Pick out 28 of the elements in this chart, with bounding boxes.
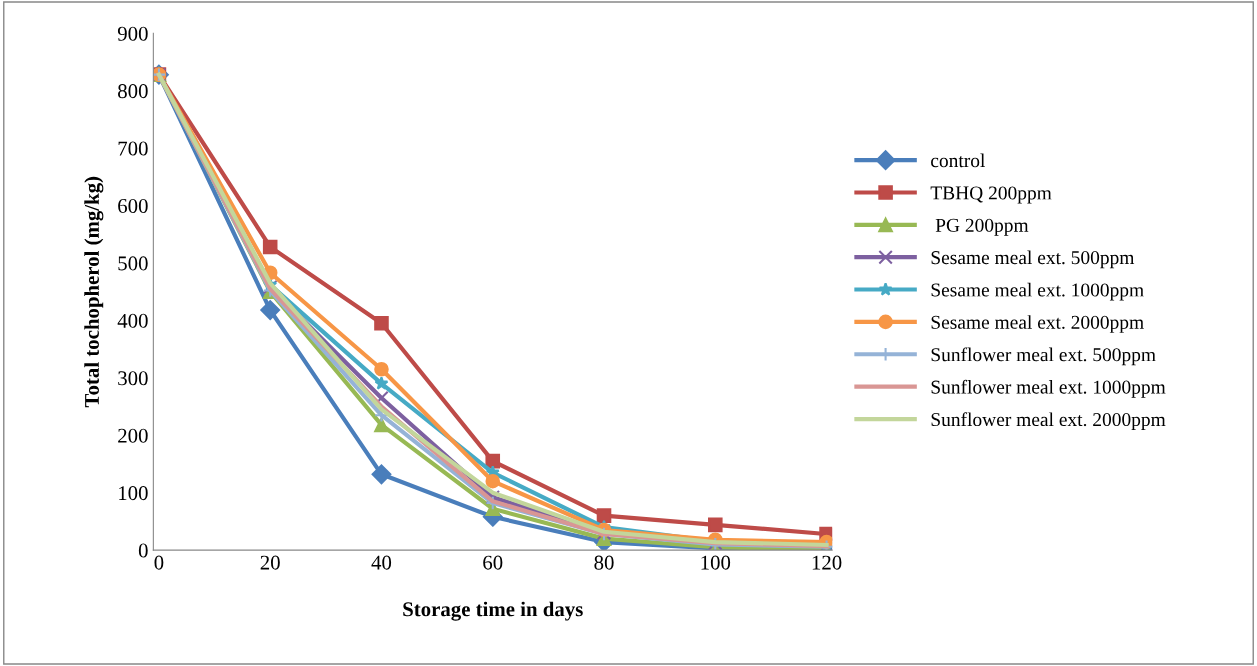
legend-label: Sesame meal ext. 1000ppm <box>931 282 1144 301</box>
y-tick-label: 600 <box>118 198 148 214</box>
x-tick-label: 40 <box>371 555 392 570</box>
y-tick-label: 500 <box>118 256 148 271</box>
legend-label: PG 200ppm <box>935 218 1029 236</box>
x-tick-label: 20 <box>260 555 280 570</box>
x-tick-label: 100 <box>701 555 731 570</box>
y-tick-label: 700 <box>118 141 148 156</box>
x-axis-title: Storage time in days <box>403 601 583 621</box>
legend-label: Sunflower meal ext. 2000ppm <box>931 412 1166 431</box>
x-tick-label: 120 <box>812 555 842 570</box>
legend-label: control <box>931 153 985 168</box>
x-tick-label: 80 <box>594 555 614 570</box>
y-tick-label: 900 <box>117 26 148 41</box>
legend-label: TBHQ 200ppm <box>930 186 1052 204</box>
y-tick-label: 100 <box>119 486 148 501</box>
y-tick-label: 300 <box>118 371 148 386</box>
x-tick-label: 60 <box>483 555 503 570</box>
y-tick-label: 800 <box>118 84 148 99</box>
y-tick-label: 400 <box>117 313 148 328</box>
legend-label: Sesame meal ext. 500ppm <box>931 250 1135 269</box>
y-tick-label: 200 <box>118 428 148 443</box>
legend-label: Sunflower meal ext. 500ppm <box>931 347 1156 366</box>
y-axis-title: Total tochopherol (mg/kg) <box>84 176 104 408</box>
y-tick-label: 0 <box>138 543 148 558</box>
legend-label: Sunflower meal ext. 1000ppm <box>931 379 1166 398</box>
x-tick-label: 0 <box>154 555 164 570</box>
legend-label: Sesame meal ext. 2000ppm <box>931 315 1144 333</box>
